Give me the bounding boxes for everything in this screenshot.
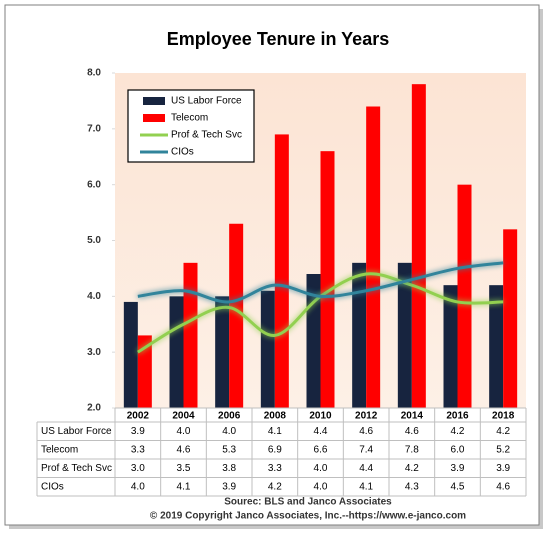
row-label: Telecom [41,444,78,455]
bar [123,301,138,408]
y-tick-label: 3.0 [87,347,101,358]
table-cell: 4.0 [177,426,191,437]
legend-label: US Labor Force [171,96,242,107]
legend-label: CIOs [171,147,194,158]
row-label: Prof & Tech Svc [41,463,112,474]
x-tick-label: 2014 [401,411,424,422]
grid: 2.0 3.0 4.0 5.0 6.0 7.0 8.0 [87,68,115,414]
table-cell: 4.3 [405,481,419,492]
table-cell: 6.6 [314,444,328,455]
table-cell: 4.2 [405,463,419,474]
bar [457,184,472,408]
table-cell: 4.1 [177,481,191,492]
y-tick-label: 5.0 [87,235,101,246]
x-tick-label: 2012 [355,411,378,422]
table-cell: 4.0 [131,481,145,492]
legend-label: Prof & Tech Svc [171,130,242,141]
x-tick-label: 2006 [218,411,241,422]
bar [443,285,458,408]
bar [503,229,518,408]
y-tick-label: 6.0 [87,179,101,190]
bar [274,134,289,408]
y-tick-label: 2.0 [87,403,101,414]
y-tick-label: 7.0 [87,123,101,134]
table-cell: 4.4 [359,463,373,474]
bar [352,262,367,408]
legend-label: Telecom [171,113,208,124]
table-cell: 7.4 [359,444,373,455]
table-cell: 5.3 [222,444,236,455]
bar [137,335,152,408]
marks [123,84,518,409]
x-tick-label: 2002 [127,411,150,422]
table-cell: 3.3 [268,463,282,474]
table-cell: 5.2 [496,444,510,455]
table-cell: 6.9 [268,444,282,455]
table-cell: 3.9 [451,463,465,474]
table-cell: 4.1 [359,481,373,492]
table-cell: 4.0 [314,481,328,492]
x-tick-label: 2018 [492,411,515,422]
table-cell: 3.3 [131,444,145,455]
x-tick-label: 2010 [309,411,332,422]
table-cell: 3.9 [131,426,145,437]
table-cell: 4.2 [268,481,282,492]
table-cell: 3.0 [131,463,145,474]
bar [411,84,426,409]
bar [215,296,230,408]
x-tick-label: 2008 [264,411,287,422]
chart-title: Employee Tenure in Years [167,29,389,49]
bar [397,262,412,408]
table-cell: 4.0 [222,426,236,437]
table-cell: 3.9 [496,463,510,474]
data-table: 2002 2004 2006 2008 2010 2012 2014 2016 2018 US L… [36,407,527,497]
table-cell: 4.6 [359,426,373,437]
row-label: CIOs [41,481,64,492]
table-cell: 4.2 [451,426,465,437]
table-cell: 3.5 [177,463,191,474]
source: Sourec: BLS and Janco Associates [224,497,392,508]
x-tick-label: 2004 [172,411,195,422]
copyright: © 2019 Copyright Janco Associates, Inc.-… [150,511,466,522]
table-cell: 6.0 [451,444,465,455]
bar [489,285,504,408]
table-cell: 4.6 [177,444,191,455]
table-cell: 4.6 [496,481,510,492]
table-cell: 4.5 [451,481,465,492]
table-cell: 4.1 [268,426,282,437]
table-cell: 3.9 [222,481,236,492]
y-tick-label: 4.0 [87,291,101,302]
table-cell: 4.4 [314,426,328,437]
bar [260,290,275,408]
legend-swatch [143,97,165,105]
table-cell: 7.8 [405,444,419,455]
table-cell: 3.8 [222,463,236,474]
bar [229,223,244,408]
row-label: US Labor Force [41,426,112,437]
bar [169,296,184,408]
bar [366,106,381,408]
legend: US Labor Force Telecom Prof & Tech Svc CIOs [127,89,255,163]
y-tick-label: 8.0 [87,68,101,79]
x-tick-label: 2016 [446,411,469,422]
bar [320,151,335,408]
bar [183,262,198,408]
table-cell: 4.0 [314,463,328,474]
legend-swatch [143,114,165,122]
table-cell: 4.6 [405,426,419,437]
table-cell: 4.2 [496,426,510,437]
line [137,261,504,304]
